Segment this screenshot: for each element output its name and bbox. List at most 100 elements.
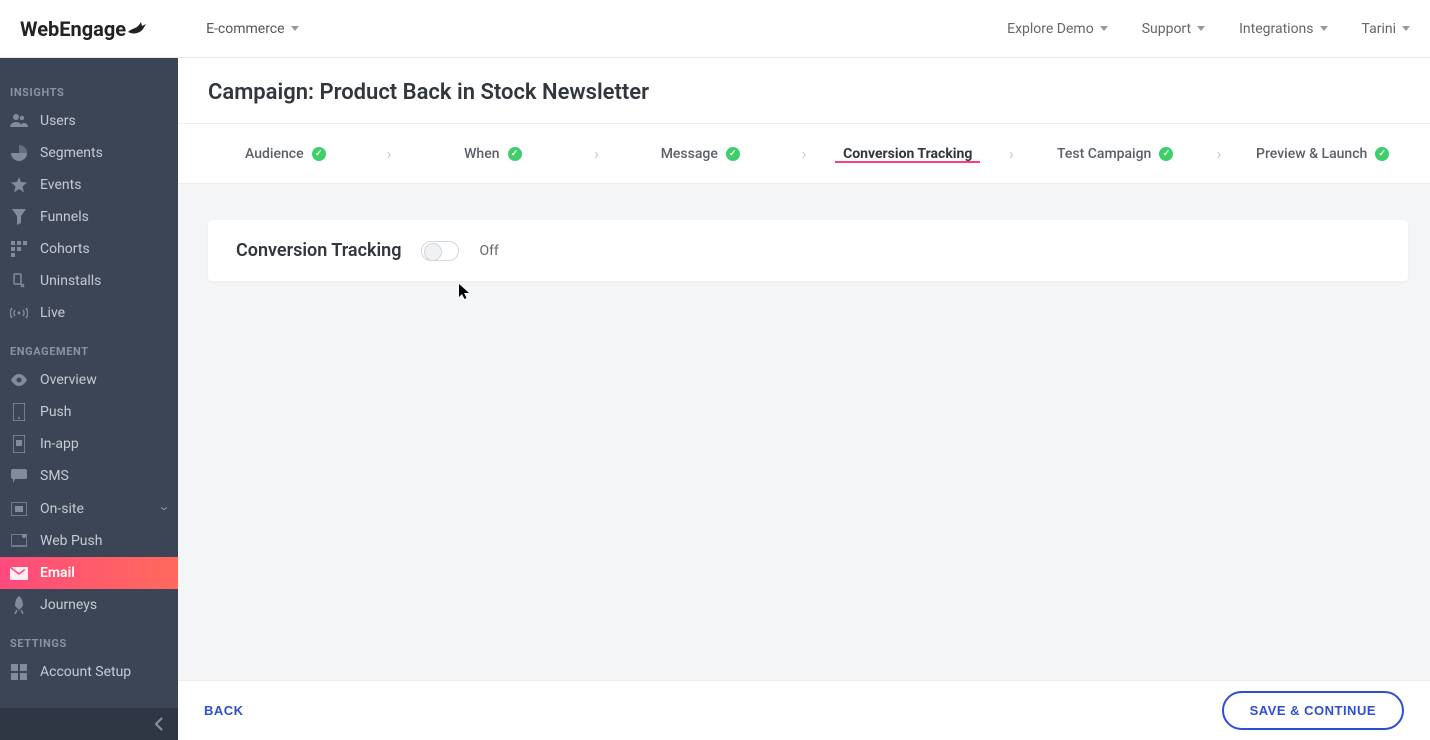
step-label: When <box>464 146 499 162</box>
sidebar-item-live[interactable]: Live <box>0 297 178 329</box>
sidebar-item-journeys[interactable]: Journeys <box>0 589 178 621</box>
topnav-explore-demo[interactable]: Explore Demo <box>1007 21 1108 37</box>
check-icon: ✓ <box>508 147 522 161</box>
step-label: Conversion Tracking <box>843 146 972 162</box>
sidebar-item-on-site[interactable]: On-site › <box>0 492 178 525</box>
topnav-label: Support <box>1142 21 1191 37</box>
step-message[interactable]: Message ✓ <box>653 146 748 162</box>
chevron-right-icon: › <box>995 144 1028 163</box>
topnav-label: Integrations <box>1239 21 1313 37</box>
content-area: Conversion Tracking Off <box>178 184 1430 680</box>
back-button[interactable]: BACK <box>204 703 244 718</box>
sidebar-item-label: Uninstalls <box>40 273 101 289</box>
check-icon: ✓ <box>726 147 740 161</box>
pie-icon <box>10 144 28 162</box>
save-continue-button[interactable]: SAVE & CONTINUE <box>1222 691 1404 730</box>
sidebar-item-funnels[interactable]: Funnels <box>0 201 178 233</box>
project-dropdown-label: E-commerce <box>206 21 284 37</box>
main-content: Campaign: Product Back in Stock Newslett… <box>178 58 1430 740</box>
sidebar-item-account-setup[interactable]: Account Setup <box>0 656 178 688</box>
web-push-icon <box>10 532 28 550</box>
sidebar-item-segments[interactable]: Segments <box>0 137 178 169</box>
sidebar-item-label: SMS <box>40 468 69 484</box>
project-dropdown[interactable]: E-commerce <box>206 21 298 37</box>
sidebar-item-sms[interactable]: SMS <box>0 460 178 492</box>
topbar: WebEngage E-commerce Explore Demo Suppor… <box>0 0 1430 58</box>
sidebar-item-label: Cohorts <box>40 241 90 257</box>
mobile-icon <box>10 403 28 421</box>
check-icon: ✓ <box>1375 147 1389 161</box>
step-preview-launch[interactable]: Preview & Launch ✓ <box>1248 146 1397 162</box>
step-label: Test Campaign <box>1057 146 1151 162</box>
sidebar-item-label: Events <box>40 177 81 193</box>
topnav-label: Tarini <box>1362 21 1396 37</box>
uninstall-icon <box>10 272 28 290</box>
sidebar-item-label: Funnels <box>40 209 89 225</box>
sidebar-section-insights: INSIGHTS <box>0 70 178 105</box>
sms-icon <box>10 467 28 485</box>
chevron-down-icon <box>291 26 299 31</box>
step-when[interactable]: When ✓ <box>456 146 529 162</box>
step-test-campaign[interactable]: Test Campaign ✓ <box>1049 146 1181 162</box>
chevron-left-icon <box>154 717 164 731</box>
brand-bird-icon <box>128 22 146 36</box>
sidebar-item-label: Segments <box>40 145 103 161</box>
chevron-down-icon <box>1100 26 1108 31</box>
sidebar-item-cohorts[interactable]: Cohorts <box>0 233 178 265</box>
sidebar-item-label: Live <box>40 305 65 321</box>
chevron-down-icon <box>1320 26 1328 31</box>
sidebar-item-push[interactable]: Push <box>0 396 178 428</box>
chevron-right-icon: › <box>580 144 613 163</box>
topnav-label: Explore Demo <box>1007 21 1094 37</box>
sidebar-item-label: Overview <box>40 372 97 388</box>
conversion-tracking-card: Conversion Tracking Off <box>208 220 1408 281</box>
topnav: Explore Demo Support Integrations Tarini <box>1007 21 1410 37</box>
live-icon <box>10 304 28 322</box>
sidebar-item-label: Web Push <box>40 533 102 549</box>
footer-actions: BACK SAVE & CONTINUE <box>178 680 1430 740</box>
sidebar-item-email[interactable]: Email <box>0 557 178 589</box>
topnav-support[interactable]: Support <box>1142 21 1205 37</box>
page-title: Campaign: Product Back in Stock Newslett… <box>178 58 1430 124</box>
sidebar-item-label: Journeys <box>40 597 97 613</box>
check-icon: ✓ <box>1159 147 1173 161</box>
topnav-integrations[interactable]: Integrations <box>1239 21 1327 37</box>
check-icon: ✓ <box>312 147 326 161</box>
conversion-tracking-toggle[interactable] <box>421 241 459 261</box>
topnav-user[interactable]: Tarini <box>1362 21 1410 37</box>
card-title: Conversion Tracking <box>236 240 401 261</box>
settings-icon <box>10 663 28 681</box>
sidebar-section-engagement: ENGAGEMENT <box>0 329 178 364</box>
sidebar-item-label: In-app <box>40 436 79 452</box>
on-site-icon <box>10 500 28 518</box>
step-conversion-tracking[interactable]: Conversion Tracking <box>835 146 980 162</box>
sidebar-item-web-push[interactable]: Web Push <box>0 525 178 557</box>
rocket-icon <box>10 596 28 614</box>
sidebar-item-in-app[interactable]: In-app <box>0 428 178 460</box>
star-icon <box>10 176 28 194</box>
chevron-right-icon: › <box>373 144 406 163</box>
in-app-icon <box>10 435 28 453</box>
chevron-right-icon: › <box>788 144 821 163</box>
sidebar-item-label: Account Setup <box>40 664 131 680</box>
sidebar-item-label: Push <box>40 404 72 420</box>
sidebar-item-uninstalls[interactable]: Uninstalls <box>0 265 178 297</box>
wizard-steps: Audience ✓ › When ✓ › Message ✓ › Conver… <box>178 124 1430 184</box>
eye-icon <box>10 371 28 389</box>
sidebar-section-settings: SETTINGS <box>0 621 178 656</box>
sidebar-item-label: On-site <box>40 501 84 517</box>
brand-logo[interactable]: WebEngage <box>20 17 146 41</box>
users-icon <box>10 112 28 130</box>
sidebar-item-label: Users <box>40 113 76 129</box>
chevron-right-icon: › <box>1203 144 1236 163</box>
chevron-down-icon <box>1197 26 1205 31</box>
chevron-down-icon: › <box>156 506 175 511</box>
funnel-icon <box>10 208 28 226</box>
sidebar-item-users[interactable]: Users <box>0 105 178 137</box>
step-audience[interactable]: Audience ✓ <box>237 146 334 162</box>
sidebar-item-overview[interactable]: Overview <box>0 364 178 396</box>
step-label: Audience <box>245 146 304 162</box>
sidebar-item-events[interactable]: Events <box>0 169 178 201</box>
sidebar-collapse-button[interactable] <box>0 708 178 740</box>
grid-icon <box>10 240 28 258</box>
